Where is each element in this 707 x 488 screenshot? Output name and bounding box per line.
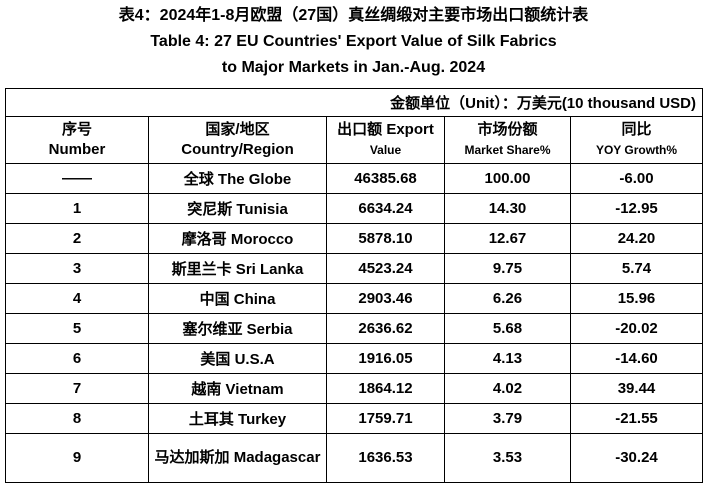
- unit-row: 金额单位（Unit）：万美元(10 thousand USD): [5, 88, 703, 117]
- header-cell: 序号 Number: [5, 116, 149, 164]
- header-text: Country/Region: [181, 141, 294, 158]
- cell: 全球 The Globe: [148, 163, 327, 194]
- header-text: 出口额 Export: [337, 121, 434, 138]
- cell: 4.02: [444, 373, 571, 404]
- cell: 3.53: [444, 433, 571, 483]
- data-row: 2 摩洛哥 Morocco 5878.10 12.67 24.20: [5, 223, 703, 254]
- cell: 46385.68: [326, 163, 445, 194]
- cell: 土耳其 Turkey: [148, 403, 327, 434]
- data-row: 6 美国 U.S.A 1916.05 4.13 -14.60: [5, 343, 703, 374]
- header-text: YOY Growth%: [595, 143, 678, 157]
- header-text: 序号: [61, 121, 92, 138]
- title-en: Table 4: 27 EU Countries' Export Value o…: [150, 33, 557, 76]
- data-row: —— 全球 The Globe 46385.68 100.00 -6.00: [5, 163, 703, 194]
- cell: 5.74: [570, 253, 703, 284]
- cell: 1864.12: [326, 373, 445, 404]
- data-row: 9 马达加斯加 Madagascar 1636.53 3.53 -30.24: [5, 433, 703, 483]
- cell: 5878.10: [326, 223, 445, 254]
- cell: -21.55: [570, 403, 703, 434]
- cell: 1636.53: [326, 433, 445, 483]
- cell: 7: [5, 373, 149, 404]
- header-text: 市场份额: [477, 121, 538, 138]
- cell: 2903.46: [326, 283, 445, 314]
- header-cell: 市场份额 Market Share%: [444, 116, 571, 164]
- cell: 4523.24: [326, 253, 445, 284]
- export-table: 金额单位（Unit）：万美元(10 thousand USD) 序号 Number…: [5, 88, 703, 483]
- cell: 斯里兰卡 Sri Lanka: [148, 253, 327, 284]
- cell: 1: [5, 193, 149, 224]
- cell: 5: [5, 313, 149, 344]
- cell: 24.20: [570, 223, 703, 254]
- cell: 塞尔维亚 Serbia: [148, 313, 327, 344]
- cell: -30.24: [570, 433, 703, 483]
- cell: -12.95: [570, 193, 703, 224]
- header-text: Market Share%: [464, 143, 551, 157]
- cell: 突尼斯 Tunisia: [148, 193, 327, 224]
- cell: 6634.24: [326, 193, 445, 224]
- table-body: 金额单位（Unit）：万美元(10 thousand USD) 序号 Number…: [5, 88, 703, 483]
- cell: 摩洛哥 Morocco: [148, 223, 327, 254]
- header-cell: 出口额 Export Value: [326, 116, 445, 164]
- cell: 5.68: [444, 313, 571, 344]
- cell: 越南 Vietnam: [148, 373, 327, 404]
- cell: 8: [5, 403, 149, 434]
- cell: ——: [5, 163, 149, 194]
- cell: 14.30: [444, 193, 571, 224]
- data-row: 1 突尼斯 Tunisia 6634.24 14.30 -12.95: [5, 193, 703, 224]
- header-row: 序号 Number 国家/地区 Country/Region 出口额 Export Val…: [5, 116, 703, 164]
- data-row: 7 越南 Vietnam 1864.12 4.02 39.44: [5, 373, 703, 404]
- header-text: Value: [369, 143, 402, 157]
- header-cell: 同比 YOY Growth%: [570, 116, 703, 164]
- header-text: 国家/地区: [205, 121, 270, 138]
- cell: 15.96: [570, 283, 703, 314]
- cell: 4.13: [444, 343, 571, 374]
- header-cell: 国家/地区 Country/Region: [148, 116, 327, 164]
- cell: -6.00: [570, 163, 703, 194]
- cell: 2636.62: [326, 313, 445, 344]
- cell: 3.79: [444, 403, 571, 434]
- data-row: 8 土耳其 Turkey 1759.71 3.79 -21.55: [5, 403, 703, 434]
- cell: -20.02: [570, 313, 703, 344]
- data-row: 4 中国 China 2903.46 6.26 15.96: [5, 283, 703, 314]
- title-cn: 表4：2024年1-8月欧盟（27国）真丝绸缎对主要市场出口额统计表: [118, 7, 589, 24]
- cell: 39.44: [570, 373, 703, 404]
- cell: -14.60: [570, 343, 703, 374]
- unit: 金额单位（Unit）：万美元(10 thousand USD): [5, 88, 703, 117]
- cell: 4: [5, 283, 149, 314]
- cell: 9: [5, 433, 149, 483]
- header-text: 同比: [621, 121, 652, 138]
- cell: 3: [5, 253, 149, 284]
- cell: 100.00: [444, 163, 571, 194]
- cell: 2: [5, 223, 149, 254]
- cell: 6: [5, 343, 149, 374]
- data-row: 3 斯里兰卡 Sri Lanka 4523.24 9.75 5.74: [5, 253, 703, 284]
- header-text: Number: [48, 141, 106, 158]
- cell: 12.67: [444, 223, 571, 254]
- cell: 6.26: [444, 283, 571, 314]
- cell: 中国 China: [148, 283, 327, 314]
- cell: 马达加斯加 Madagascar: [148, 433, 327, 483]
- cell: 1916.05: [326, 343, 445, 374]
- cell: 美国 U.S.A: [148, 343, 327, 374]
- data-row: 5 塞尔维亚 Serbia 2636.62 5.68 -20.02: [5, 313, 703, 344]
- cell: 9.75: [444, 253, 571, 284]
- cell: 1759.71: [326, 403, 445, 434]
